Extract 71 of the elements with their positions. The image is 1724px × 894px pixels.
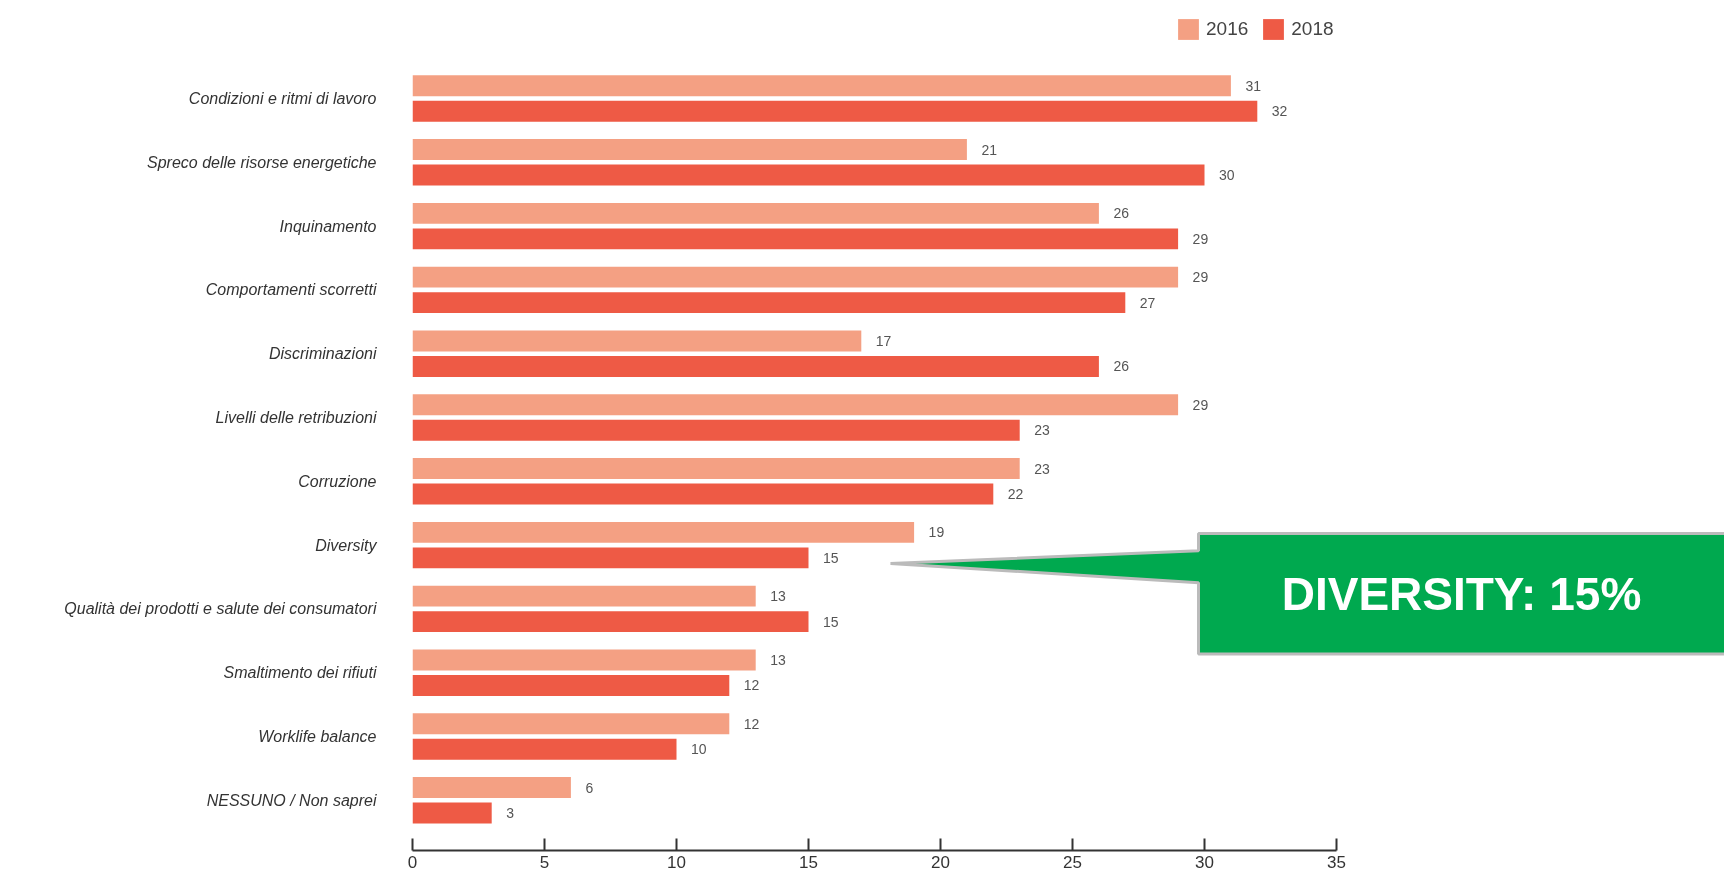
- data-label: 22: [1007, 486, 1024, 503]
- y-tick-label: Worklife balance: [258, 728, 377, 745]
- bar: [412, 419, 1020, 441]
- y-tick-label: Diversity: [315, 536, 378, 554]
- data-label: 23: [1034, 422, 1051, 439]
- bar: [412, 675, 730, 696]
- data-label: 31: [1245, 77, 1262, 94]
- y-tick-label: Livelli delle retribuzioni: [215, 409, 377, 426]
- data-label: 12: [743, 677, 760, 694]
- data-label: 21: [981, 141, 998, 158]
- y-tick-label: Spreco delle risorse energetiche: [147, 153, 377, 171]
- bar: [412, 75, 1231, 97]
- bar: [412, 458, 1020, 479]
- y-tick-label: NESSUNO / Non saprei: [206, 791, 377, 809]
- data-label: 19: [928, 524, 945, 541]
- x-tick-label: 15: [799, 852, 818, 872]
- x-tick-label: 20: [931, 852, 950, 872]
- y-tick-label: Discriminazioni: [268, 345, 377, 363]
- bar: [412, 394, 1179, 416]
- x-tick-label: 0: [407, 852, 418, 872]
- data-label: 23: [1034, 460, 1051, 477]
- bar: [412, 521, 915, 543]
- data-label: 10: [691, 741, 707, 758]
- bar: [412, 330, 862, 352]
- bar: [412, 292, 1126, 314]
- data-label: 32: [1271, 103, 1288, 120]
- data-label: 15: [823, 613, 839, 630]
- data-label: 29: [1192, 230, 1209, 247]
- y-tick-label: Smaltimento dei rifiuti: [223, 664, 377, 682]
- x-tick-label: 25: [1063, 852, 1082, 872]
- bar: [412, 100, 1258, 122]
- bar: [412, 802, 492, 824]
- x-tick-label: 10: [667, 852, 686, 872]
- data-label: 29: [1192, 269, 1209, 286]
- bar: [412, 738, 677, 760]
- bar: [412, 649, 756, 671]
- y-tick-label: Qualità dei prodotti e salute dei consumatori: [64, 600, 377, 618]
- annotation: DIVERSITY: 15%: [1281, 567, 1642, 620]
- data-label: 15: [823, 549, 839, 566]
- y-tick-label: Inquinamento: [279, 217, 377, 235]
- y-tick-label: Corruzione: [298, 472, 377, 490]
- bar: [412, 164, 1205, 186]
- x-tick-label: 35: [1327, 852, 1346, 872]
- data-label: 26: [1113, 358, 1130, 375]
- y-tick-label: Condizioni e ritmi di lavoro: [188, 90, 377, 107]
- data-label: 12: [743, 715, 760, 732]
- bar: [412, 202, 1099, 224]
- data-label: 13: [770, 588, 787, 605]
- bar: [412, 483, 994, 505]
- bar: [412, 611, 809, 633]
- data-label: 30: [1219, 167, 1235, 184]
- data-label: 17: [875, 332, 892, 349]
- bar: [412, 139, 967, 160]
- bar: [412, 585, 756, 607]
- data-label: 27: [1139, 294, 1156, 311]
- legend-label: 2018: [1291, 18, 1334, 40]
- data-label: 6: [585, 779, 594, 796]
- y-tick-label: Comportamenti scorretti: [205, 281, 377, 299]
- data-label: 13: [770, 651, 787, 668]
- bar: [412, 777, 571, 798]
- x-tick-label: 5: [539, 852, 550, 872]
- bar: [412, 356, 1099, 377]
- legend-label: 2016: [1206, 18, 1249, 40]
- data-label: 3: [506, 805, 515, 822]
- bar: [412, 713, 730, 735]
- bar: [412, 547, 809, 569]
- x-tick-label: 30: [1195, 852, 1214, 872]
- data-label: 26: [1113, 205, 1130, 222]
- data-label: 29: [1192, 396, 1209, 413]
- bar: [412, 266, 1179, 288]
- bar: [412, 228, 1179, 250]
